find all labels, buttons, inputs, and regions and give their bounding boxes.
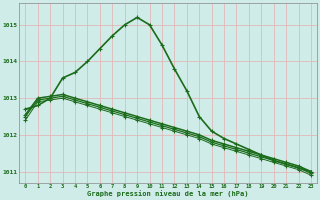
X-axis label: Graphe pression niveau de la mer (hPa): Graphe pression niveau de la mer (hPa) [87, 190, 249, 197]
